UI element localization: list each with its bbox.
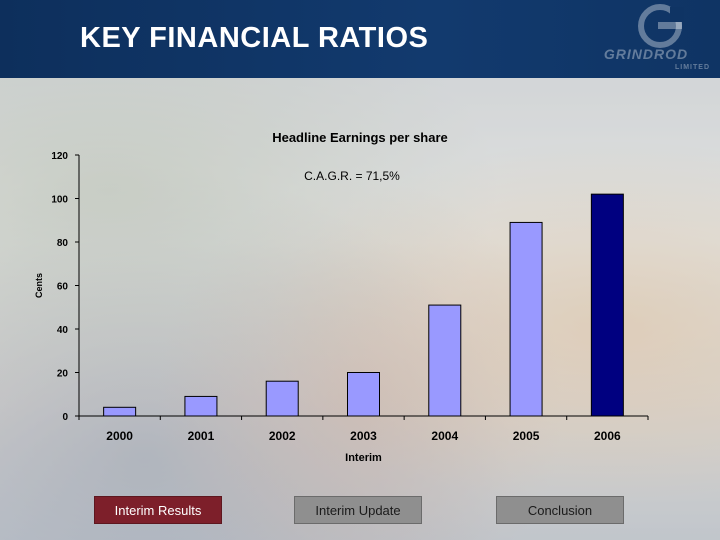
interim-update-button[interactable]: Interim Update (294, 496, 422, 524)
x-tick-label: 2005 (513, 429, 540, 443)
page-title: KEY FINANCIAL RATIOS (80, 22, 429, 54)
interim-results-button[interactable]: Interim Results (94, 496, 222, 524)
x-axis-labels: 2000 2001 2002 2003 Interim 2004 2005 2006 (106, 429, 621, 464)
bar-series (103, 193, 624, 417)
bar-2002 (265, 380, 299, 417)
logo-subtext: LIMITED (675, 64, 710, 71)
x-tick-label: 2003 (350, 429, 377, 443)
bar-2006 (590, 193, 624, 417)
x-tick-label: 2001 (188, 429, 215, 443)
y-tick-label: 60 (57, 282, 69, 293)
x-axis-ticks (78, 416, 649, 420)
x-tick-sublabel: Interim (345, 452, 382, 464)
bar-2000 (103, 406, 137, 417)
x-tick-label: 2004 (431, 429, 458, 443)
logo-g-icon (638, 4, 684, 48)
bar-2005 (509, 221, 543, 417)
title-bar: KEY FINANCIAL RATIOS GRINDROD LIMITED (0, 0, 720, 78)
bar-2004 (428, 304, 462, 417)
y-axis-ticks: 0 20 40 60 80 100 120 (51, 151, 79, 423)
y-tick-label: 20 (57, 369, 69, 380)
y-tick-label: 100 (51, 195, 68, 206)
y-axis-label: Cents (34, 273, 44, 298)
y-tick-label: 40 (57, 325, 69, 336)
chart-title: Headline Earnings per share (272, 130, 448, 145)
bar-2001 (184, 395, 218, 417)
cagr-annotation: C.A.G.R. = 71,5% (304, 169, 400, 183)
x-tick-label: 2006 (594, 429, 621, 443)
y-tick-label: 0 (62, 412, 68, 423)
x-tick-label: 2002 (269, 429, 296, 443)
logo-wordmark: GRINDROD (603, 46, 689, 62)
earnings-bar-chart: Headline Earnings per share C.A.G.R. = 7… (34, 130, 649, 464)
y-tick-label: 80 (57, 238, 69, 249)
company-logo: GRINDROD LIMITED (580, 4, 712, 74)
x-tick-label: 2000 (106, 429, 133, 443)
bar-2003 (347, 372, 380, 417)
conclusion-button[interactable]: Conclusion (496, 496, 624, 524)
y-tick-label: 120 (51, 151, 68, 162)
